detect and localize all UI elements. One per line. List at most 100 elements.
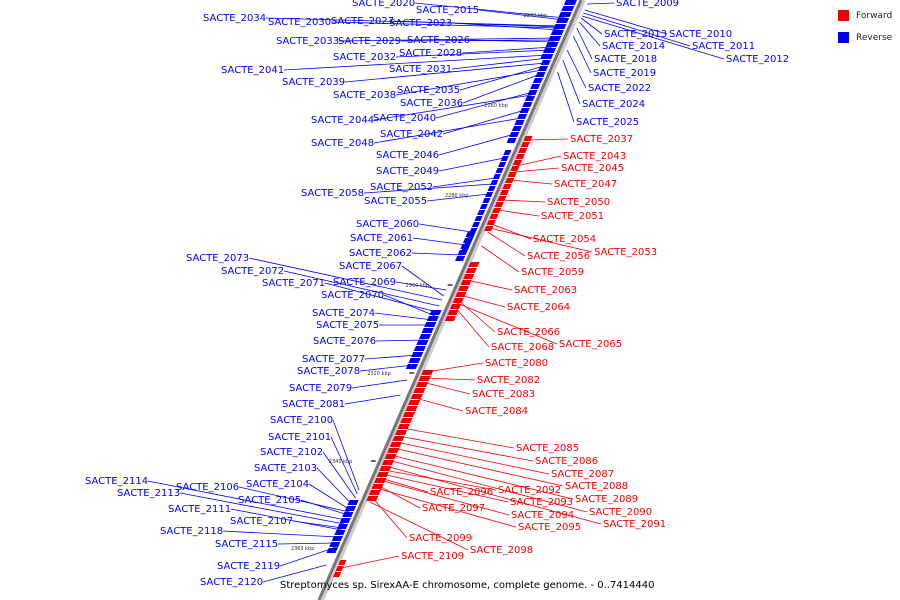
gene-label[interactable]: SACTE_2032 [333, 52, 396, 63]
gene-label[interactable]: SACTE_2023 [389, 18, 452, 29]
gene-label[interactable]: SACTE_2052 [370, 182, 433, 193]
gene-label[interactable]: SACTE_2010 [669, 29, 732, 40]
gene-label[interactable]: SACTE_2091 [603, 519, 666, 530]
gene-label[interactable]: SACTE_2100 [270, 415, 333, 426]
gene-label[interactable]: SACTE_2046 [376, 150, 439, 161]
gene-label[interactable]: SACTE_2040 [373, 113, 436, 124]
gene-label[interactable]: SACTE_2034 [203, 13, 266, 24]
gene-label[interactable]: SACTE_2045 [561, 163, 624, 174]
gene-label[interactable]: SACTE_2095 [518, 522, 581, 533]
gene-label[interactable]: SACTE_2082 [477, 375, 540, 386]
gene-label[interactable]: SACTE_2119 [217, 561, 280, 572]
gene-label[interactable]: SACTE_2042 [380, 129, 443, 140]
gene-label[interactable]: SACTE_2038 [333, 90, 396, 101]
gene-label[interactable]: SACTE_2033 [276, 36, 339, 47]
gene-label[interactable]: SACTE_2064 [507, 302, 570, 313]
gene-label[interactable]: SACTE_2026 [407, 35, 470, 46]
gene-label[interactable]: SACTE_2098 [470, 545, 533, 556]
gene-label[interactable]: SACTE_2035 [397, 85, 460, 96]
gene-label[interactable]: SACTE_2024 [582, 99, 645, 110]
gene-label[interactable]: SACTE_2102 [260, 447, 323, 458]
gene-label[interactable]: SACTE_2114 [85, 476, 148, 487]
gene-label[interactable]: SACTE_2043 [563, 151, 626, 162]
gene-label[interactable]: SACTE_2073 [186, 253, 249, 264]
gene-label[interactable]: SACTE_2056 [527, 251, 590, 262]
gene-label[interactable]: SACTE_2072 [221, 266, 284, 277]
gene-label[interactable]: SACTE_2079 [289, 383, 352, 394]
gene-label[interactable]: SACTE_2022 [588, 83, 651, 94]
gene-label[interactable]: SACTE_2028 [399, 48, 462, 59]
gene-label[interactable]: SACTE_2109 [401, 551, 464, 562]
gene-label[interactable]: SACTE_2106 [176, 482, 239, 493]
gene-label[interactable]: SACTE_2053 [594, 247, 657, 258]
gene-label[interactable]: SACTE_2061 [350, 233, 413, 244]
gene-label[interactable]: SACTE_2085 [516, 443, 579, 454]
gene-label[interactable]: SACTE_2113 [117, 488, 180, 499]
gene-label[interactable]: SACTE_2101 [268, 432, 331, 443]
gene-label[interactable]: SACTE_2087 [551, 469, 614, 480]
gene-label[interactable]: SACTE_2063 [514, 285, 577, 296]
gene-label[interactable]: SACTE_2029 [338, 36, 401, 47]
gene-label[interactable]: SACTE_2060 [356, 219, 419, 230]
gene-label[interactable]: SACTE_2111 [168, 504, 231, 515]
gene-label[interactable]: SACTE_2044 [311, 115, 374, 126]
gene-label[interactable]: SACTE_2096 [430, 487, 493, 498]
gene-label[interactable]: SACTE_2081 [282, 399, 345, 410]
gene-label[interactable]: SACTE_2090 [589, 507, 652, 518]
gene-label[interactable]: SACTE_2086 [535, 456, 598, 467]
gene-label[interactable]: SACTE_2037 [570, 134, 633, 145]
gene-label[interactable]: SACTE_2039 [282, 77, 345, 88]
gene-label[interactable]: SACTE_2094 [511, 510, 574, 521]
gene-label[interactable]: SACTE_2092 [498, 485, 561, 496]
gene-label[interactable]: SACTE_2089 [575, 494, 638, 505]
gene-label[interactable]: SACTE_2014 [602, 41, 665, 52]
gene-label[interactable]: SACTE_2018 [594, 54, 657, 65]
gene-label[interactable]: SACTE_2066 [497, 327, 560, 338]
gene-label[interactable]: SACTE_2070 [321, 290, 384, 301]
gene-label[interactable]: SACTE_2051 [541, 211, 604, 222]
gene-label[interactable]: SACTE_2015 [416, 5, 479, 16]
gene-label[interactable]: SACTE_2025 [576, 117, 639, 128]
gene-label[interactable]: SACTE_2048 [311, 138, 374, 149]
gene-label[interactable]: SACTE_2084 [465, 406, 528, 417]
gene-label[interactable]: SACTE_2020 [352, 0, 415, 9]
gene-label[interactable]: SACTE_2103 [254, 463, 317, 474]
gene-label[interactable]: SACTE_2120 [200, 577, 263, 588]
gene-label[interactable]: SACTE_2030 [268, 17, 331, 28]
gene-label[interactable]: SACTE_2027 [331, 16, 394, 27]
gene-label[interactable]: SACTE_2012 [726, 54, 789, 65]
gene-label[interactable]: SACTE_2071 [262, 278, 325, 289]
gene-label[interactable]: SACTE_2019 [593, 68, 656, 79]
gene-label[interactable]: SACTE_2075 [316, 320, 379, 331]
gene-label[interactable]: SACTE_2104 [246, 479, 309, 490]
gene-label[interactable]: SACTE_2097 [422, 503, 485, 514]
gene-label[interactable]: SACTE_2054 [533, 234, 596, 245]
gene-label[interactable]: SACTE_2069 [333, 277, 396, 288]
gene-label[interactable]: SACTE_2118 [160, 526, 223, 537]
gene-label[interactable]: SACTE_2050 [547, 197, 610, 208]
gene-label[interactable]: SACTE_2011 [692, 41, 755, 52]
gene-label[interactable]: SACTE_2055 [364, 196, 427, 207]
gene-label[interactable]: SACTE_2067 [339, 261, 402, 272]
gene-label[interactable]: SACTE_2058 [301, 188, 364, 199]
gene-label[interactable]: SACTE_2065 [559, 339, 622, 350]
gene-label[interactable]: SACTE_2031 [389, 64, 452, 75]
gene-label[interactable]: SACTE_2078 [297, 366, 360, 377]
gene-label[interactable]: SACTE_2041 [221, 65, 284, 76]
gene-label[interactable]: SACTE_2105 [238, 495, 301, 506]
gene-label[interactable]: SACTE_2077 [302, 354, 365, 365]
gene-label[interactable]: SACTE_2115 [215, 539, 278, 550]
gene-label[interactable]: SACTE_2036 [400, 98, 463, 109]
gene-label[interactable]: SACTE_2083 [472, 389, 535, 400]
gene-label[interactable]: SACTE_2107 [230, 516, 293, 527]
gene-label[interactable]: SACTE_2009 [616, 0, 679, 9]
gene-label[interactable]: SACTE_2099 [409, 533, 472, 544]
gene-label[interactable]: SACTE_2088 [565, 481, 628, 492]
gene-label[interactable]: SACTE_2076 [313, 336, 376, 347]
gene-label[interactable]: SACTE_2080 [485, 358, 548, 369]
gene-label[interactable]: SACTE_2074 [312, 308, 375, 319]
gene-label[interactable]: SACTE_2059 [521, 267, 584, 278]
gene-label[interactable]: SACTE_2047 [554, 179, 617, 190]
gene-label[interactable]: SACTE_2062 [349, 248, 412, 259]
gene-label[interactable]: SACTE_2013 [604, 29, 667, 40]
